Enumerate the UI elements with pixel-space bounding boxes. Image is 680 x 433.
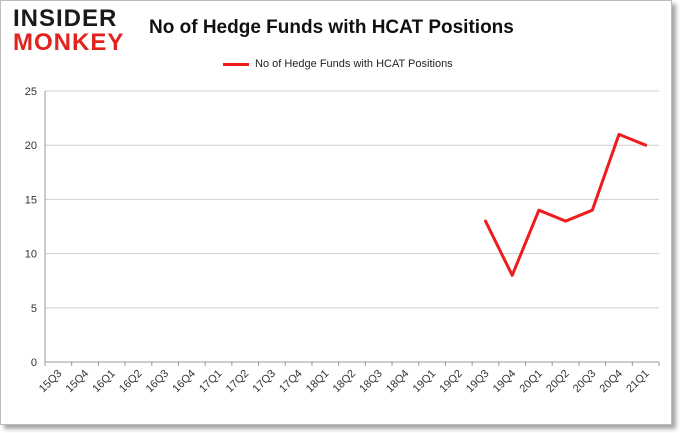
x-tick-label: 17Q2 xyxy=(224,368,252,396)
x-tick-label: 19Q1 xyxy=(411,368,439,396)
chart-legend: No of Hedge Funds with HCAT Positions xyxy=(223,56,453,72)
x-tick-label: 16Q4 xyxy=(170,368,198,396)
x-tick-label: 17Q4 xyxy=(277,368,305,396)
x-tick-label: 18Q2 xyxy=(331,368,359,396)
y-tick-label: 15 xyxy=(25,194,37,206)
x-tick-label: 20Q3 xyxy=(571,368,599,396)
chart-frame: INSIDER MONKEY No of Hedge Funds with HC… xyxy=(0,0,672,425)
logo-text-insider: INSIDER xyxy=(13,5,118,32)
x-tick-label: 21Q1 xyxy=(624,368,652,396)
x-tick-label: 18Q3 xyxy=(357,368,385,396)
x-tick-label: 19Q4 xyxy=(491,368,519,396)
y-tick-label: 5 xyxy=(31,303,37,315)
x-tick-label: 20Q4 xyxy=(598,368,626,396)
chart-title: No of Hedge Funds with HCAT Positions xyxy=(149,17,514,38)
x-tick-label: 18Q4 xyxy=(384,368,412,396)
x-tick-label: 17Q1 xyxy=(197,368,225,396)
x-tick-label: 17Q3 xyxy=(251,368,279,396)
x-tick-label: 15Q4 xyxy=(64,368,92,396)
x-tick-label: 18Q1 xyxy=(304,368,332,396)
x-tick-label: 16Q3 xyxy=(144,368,172,396)
x-tick-label: 19Q2 xyxy=(437,368,465,396)
y-tick-label: 25 xyxy=(25,86,37,98)
insider-monkey-logo: INSIDER MONKEY xyxy=(13,7,131,59)
series-line-0 xyxy=(484,132,648,277)
legend-label: No of Hedge Funds with HCAT Positions xyxy=(255,58,453,70)
y-tick-label: 0 xyxy=(31,357,37,369)
x-tick-label: 16Q2 xyxy=(117,368,145,396)
x-tick-label: 20Q1 xyxy=(517,368,545,396)
logo-text-monkey: MONKEY xyxy=(13,29,125,56)
x-tick-label: 15Q3 xyxy=(37,368,65,396)
y-tick-label: 10 xyxy=(25,249,37,261)
x-tick-label: 16Q1 xyxy=(90,368,118,396)
y-tick-label: 20 xyxy=(25,140,37,152)
x-tick-label: 19Q3 xyxy=(464,368,492,396)
legend-swatch xyxy=(223,62,249,66)
x-tick-label: 20Q2 xyxy=(544,368,572,396)
